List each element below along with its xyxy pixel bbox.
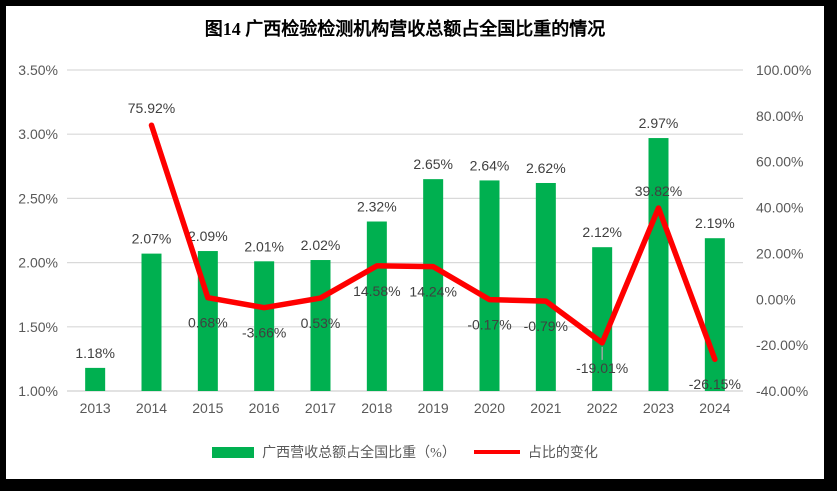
chart-panel [6,6,824,479]
legend-bar-swatch-icon [212,446,255,458]
legend: 广西营收总额占全国比重（%） 占比的变化 [67,441,743,463]
legend-line-swatch-icon [473,450,520,454]
legend-bar-label: 广西营收总额占全国比重（%） [262,446,456,461]
legend-line-label: 占比的变化 [527,446,598,461]
chart-title: 图14 广西检验检测机构营收总额占全国比重的情况 [204,19,606,39]
